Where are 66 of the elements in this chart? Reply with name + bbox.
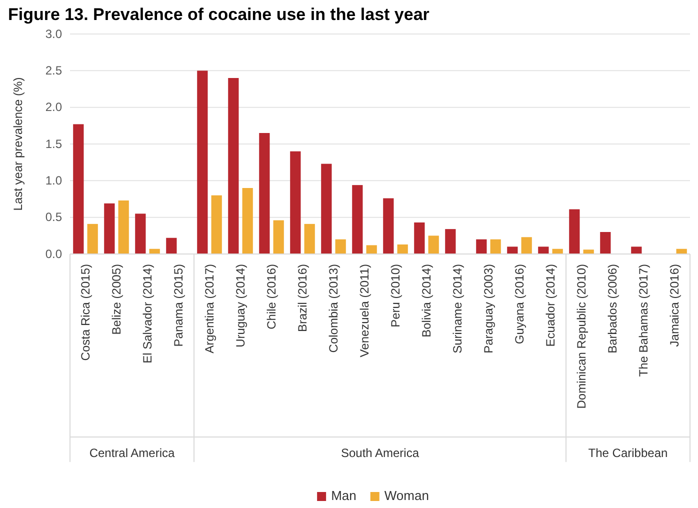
- bar: [397, 244, 408, 254]
- bar: [476, 239, 487, 254]
- y-tick-label: 0.5: [45, 210, 62, 224]
- y-axis-title: Last year prevalence (%): [11, 77, 25, 211]
- x-tick-label: Venezuela (2011): [358, 264, 372, 358]
- bar: [352, 185, 363, 254]
- bar: [428, 236, 439, 254]
- bar: [135, 214, 146, 254]
- bar: [104, 203, 115, 254]
- x-tick-label: Uruguay (2014): [234, 264, 248, 348]
- bar: [118, 200, 129, 254]
- x-tick-label: Barbados (2006): [606, 264, 620, 354]
- bar: [273, 220, 284, 254]
- x-tick-label: Jamaica (2016): [668, 264, 682, 347]
- bar: [538, 246, 549, 254]
- bar: [631, 246, 642, 254]
- bar: [197, 70, 208, 254]
- bar: [507, 246, 518, 254]
- bar: [569, 209, 580, 254]
- bar: [73, 124, 84, 254]
- bar: [166, 238, 177, 254]
- bar: [228, 78, 239, 254]
- bar: [445, 229, 456, 254]
- bar: [414, 222, 425, 254]
- legend-label: Man: [331, 488, 356, 503]
- text: The Caribbean: [588, 446, 668, 460]
- x-tick-label: Bolivia (2014): [420, 264, 434, 338]
- legend-label: Woman: [384, 488, 429, 503]
- x-tick-label: Ecuador (2014): [544, 264, 558, 347]
- bar: [490, 239, 501, 254]
- y-tick-label: 1.5: [45, 136, 62, 151]
- bar: [259, 133, 270, 254]
- x-tick-label: Colombia (2013): [326, 264, 341, 353]
- x-tick-label: Paraguay (2003): [482, 264, 496, 354]
- bar: [321, 164, 332, 254]
- x-tick-label: El Salvador (2014): [140, 264, 155, 364]
- x-tick-label: Chile (2016): [264, 264, 279, 330]
- text: South America: [340, 446, 420, 460]
- bar: [583, 250, 594, 254]
- bar: [335, 239, 346, 254]
- y-tick-label: 2.5: [45, 64, 62, 78]
- y-tick-label: 1.0: [45, 174, 62, 188]
- y-tick-label: 2.0: [45, 100, 62, 114]
- x-tick-label: Panama (2015): [172, 264, 186, 347]
- y-tick-label: 0.0: [45, 246, 62, 261]
- x-tick-label: The Bahamas (2017): [636, 264, 651, 377]
- x-tick-label: Suriname (2014): [450, 264, 465, 354]
- bar: [211, 195, 222, 254]
- bar: [242, 188, 253, 254]
- y-tick-label: 3.0: [45, 26, 62, 41]
- x-tick-label: Costa Rica (2015): [78, 264, 93, 361]
- x-tick-label: Argentina (2017): [202, 264, 217, 354]
- bar: [290, 151, 301, 254]
- bar: [366, 245, 377, 254]
- chart-title: Figure 13. Prevalence of cocaine use in the last year: [8, 5, 430, 24]
- x-tick-label: Guyana (2016): [512, 264, 527, 344]
- x-tick-label: Peru (2010): [388, 264, 403, 328]
- x-tick-label: Dominican Republic (2010): [574, 264, 589, 409]
- bar: [383, 198, 394, 254]
- x-tick-label: Brazil (2016): [296, 264, 310, 332]
- bar: [600, 232, 611, 254]
- bar: [521, 237, 532, 254]
- text: Central America: [89, 446, 176, 460]
- x-tick-label: Belize (2005): [110, 264, 124, 335]
- bar: [87, 224, 98, 254]
- bar: [304, 224, 315, 254]
